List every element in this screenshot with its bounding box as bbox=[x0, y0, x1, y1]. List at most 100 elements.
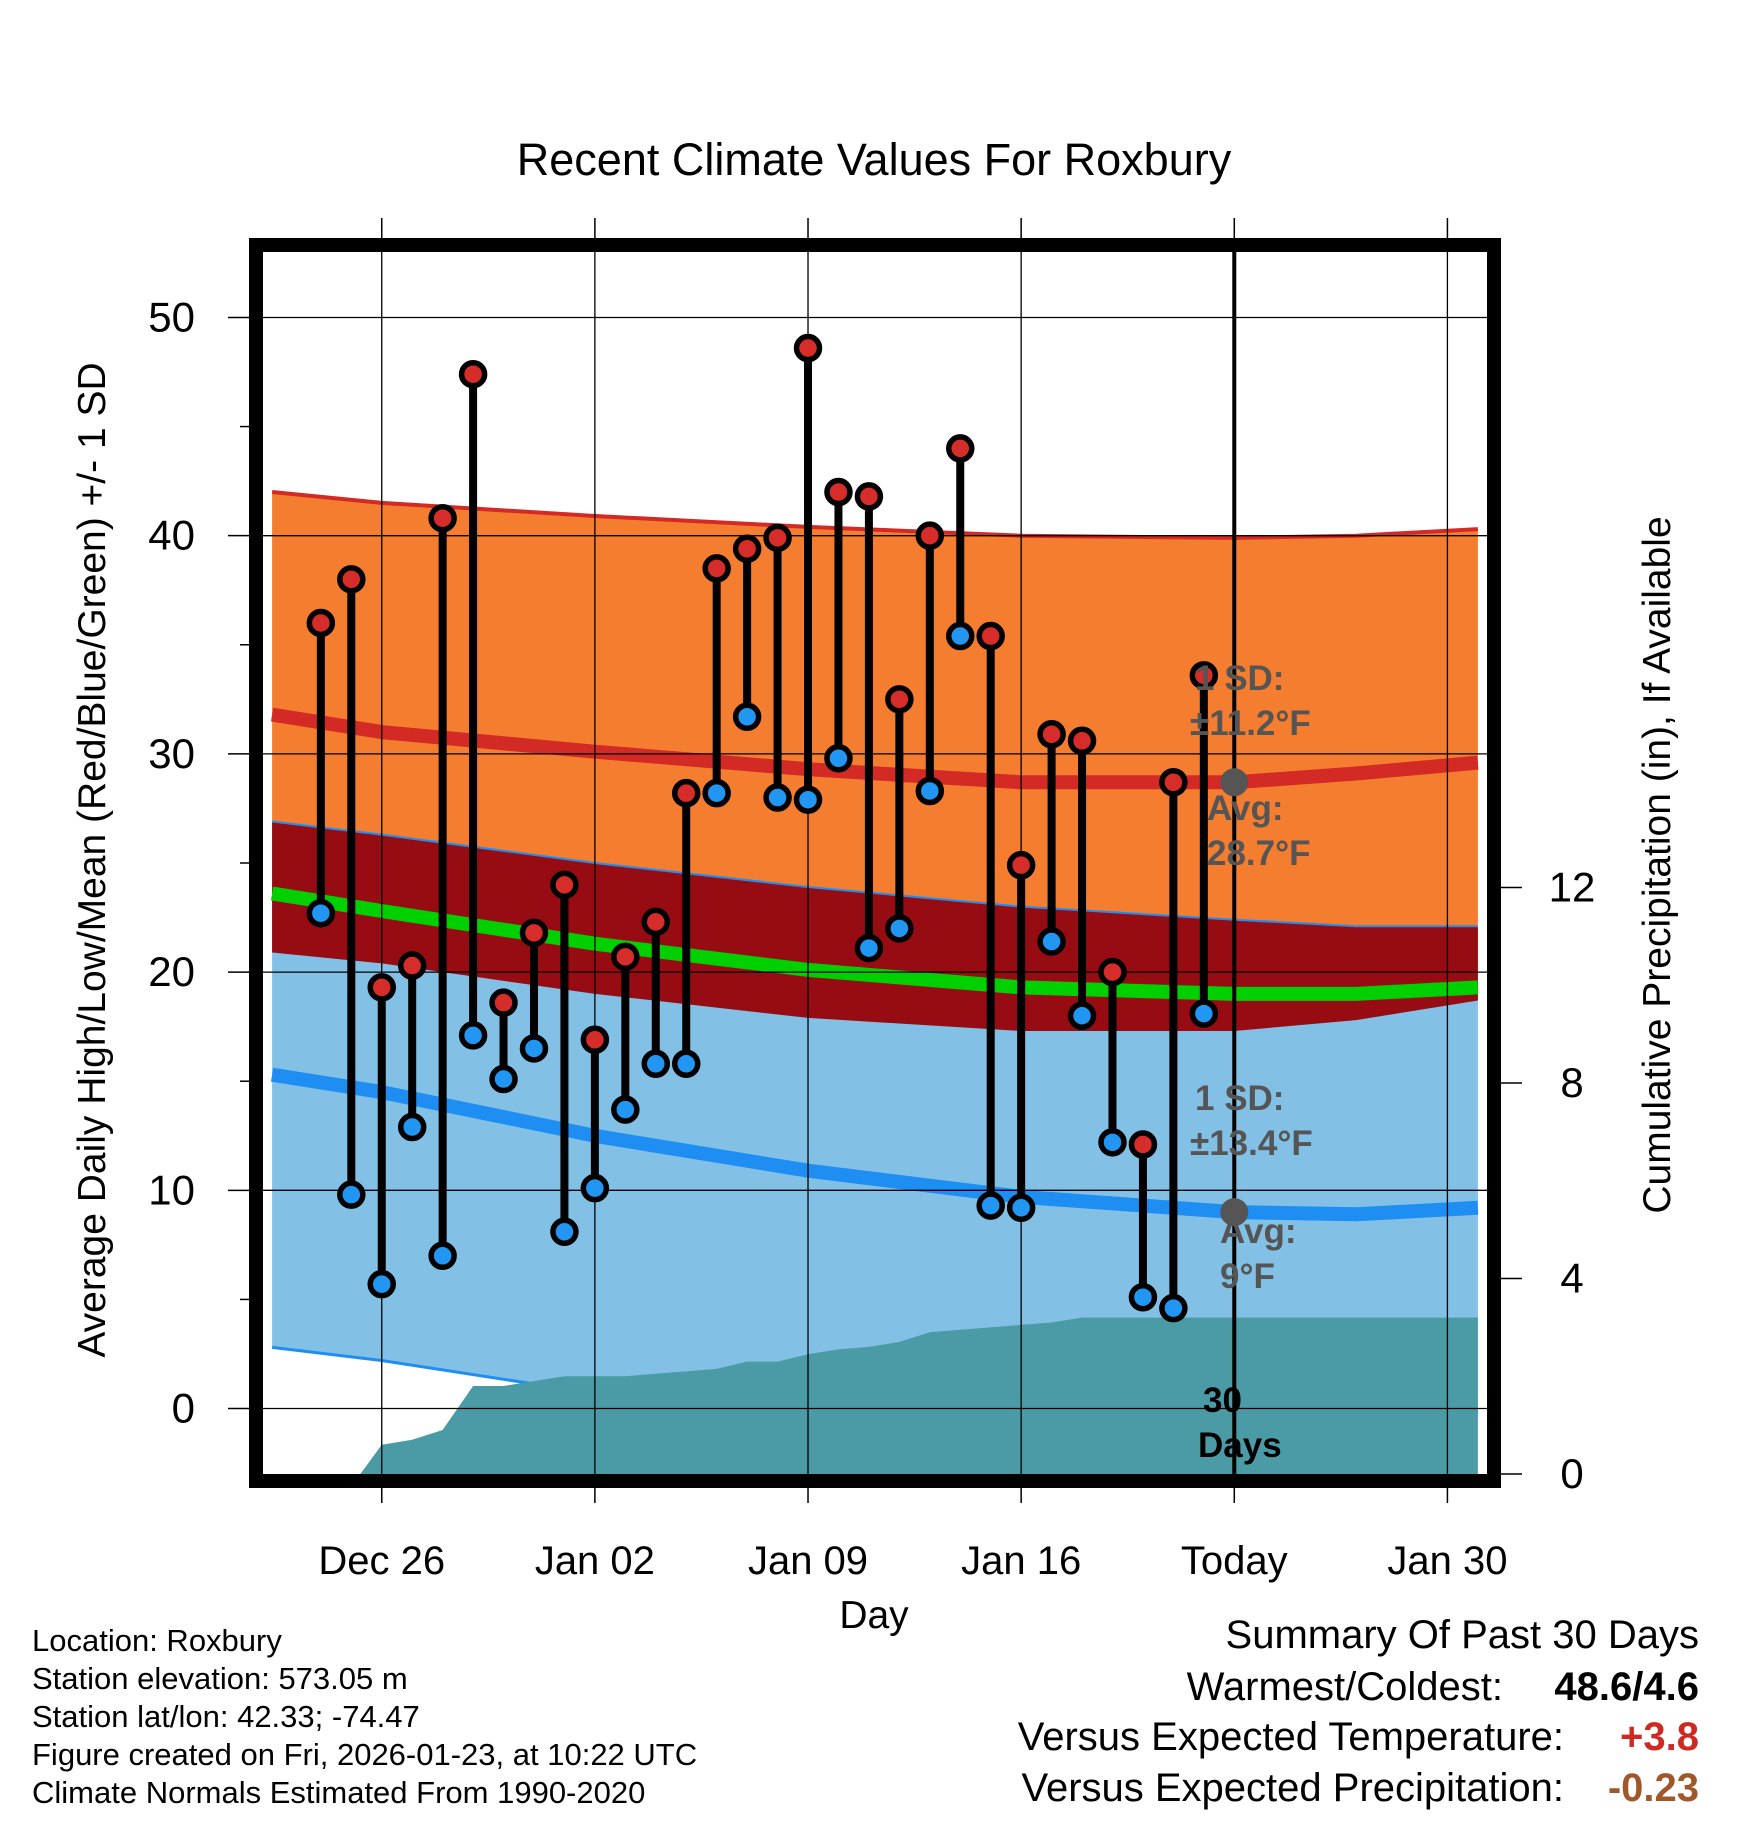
daily-high-point bbox=[1189, 661, 1219, 690]
daily-low-point bbox=[489, 1064, 518, 1094]
summary-temp-label: Versus Expected Temperature: bbox=[1017, 1715, 1564, 1759]
x-tick-label: Jan 02 bbox=[535, 1539, 655, 1583]
daily-high-point bbox=[397, 951, 427, 980]
x-tick-label: Dec 26 bbox=[318, 1539, 445, 1583]
y-tick-label: 40 bbox=[148, 512, 195, 559]
daily-low-point bbox=[763, 783, 792, 812]
daily-high-point bbox=[946, 434, 975, 463]
daily-high-point bbox=[1006, 850, 1036, 880]
y-tick-label: 20 bbox=[148, 948, 195, 995]
daily-low-point bbox=[732, 702, 762, 732]
y-tick-label: 10 bbox=[148, 1166, 195, 1213]
daily-low-point bbox=[1006, 1193, 1036, 1223]
daily-high-point bbox=[824, 477, 853, 507]
daily-high-point bbox=[428, 503, 457, 533]
daily-high-point bbox=[763, 523, 792, 553]
window-label: 30 Days bbox=[1198, 1381, 1282, 1465]
summary-warm-cold-value: 48.6/4.6 bbox=[1554, 1665, 1699, 1709]
daily-high-point bbox=[793, 333, 823, 363]
y-tick-label: 50 bbox=[148, 293, 195, 340]
daily-low-point bbox=[580, 1173, 610, 1203]
daily-high-point bbox=[550, 870, 579, 900]
x-tick-label: Today bbox=[1181, 1539, 1288, 1583]
daily-low-point bbox=[854, 933, 884, 963]
daily-low-point bbox=[397, 1112, 427, 1142]
average-markers bbox=[1220, 768, 1249, 1227]
today-high-avg-marker bbox=[1220, 768, 1249, 797]
daily-low-point bbox=[793, 785, 823, 814]
daily-low-point bbox=[611, 1095, 640, 1124]
footer-location: Location: Roxbury bbox=[32, 1623, 282, 1658]
chart-title: Recent Climate Values For Roxbury bbox=[517, 134, 1232, 185]
daily-high-point bbox=[915, 521, 945, 550]
footer-elevation: Station elevation: 573.05 m bbox=[32, 1661, 408, 1696]
y2-tick-label: 12 bbox=[1549, 863, 1596, 910]
cumulative-precip-area bbox=[360, 1317, 1478, 1474]
plot-frame bbox=[249, 238, 1501, 1488]
footer-created: Figure created on Fri, 2026-01-23, at 10… bbox=[32, 1737, 698, 1772]
x-tick-label: Jan 30 bbox=[1387, 1539, 1507, 1583]
daily-low-point bbox=[1159, 1293, 1188, 1323]
high-sd-value: ±11.2°F bbox=[1190, 704, 1311, 743]
summary-title: Summary Of Past 30 Days bbox=[1225, 1613, 1699, 1657]
low-avg-value: 9°F bbox=[1220, 1257, 1275, 1296]
daily-low-point bbox=[519, 1034, 549, 1063]
summary-precip-value: -0.23 bbox=[1607, 1766, 1699, 1810]
plot-area bbox=[263, 252, 1487, 1474]
normal-low-line bbox=[271, 1067, 1479, 1222]
high-avg-label: Avg: bbox=[1207, 789, 1283, 828]
footer-normals: Climate Normals Estimated From 1990-2020 bbox=[32, 1775, 646, 1810]
low-sd-value: ±13.4°F bbox=[1190, 1124, 1313, 1163]
daily-bars bbox=[306, 333, 1219, 1323]
y2-tick-label: 0 bbox=[1560, 1450, 1583, 1497]
daily-low-point bbox=[946, 621, 975, 651]
daily-high-point bbox=[580, 1025, 610, 1055]
daily-low-point bbox=[671, 1049, 701, 1079]
daily-high-point bbox=[976, 621, 1005, 651]
daily-high-point bbox=[489, 988, 518, 1017]
daily-low-point bbox=[428, 1241, 457, 1271]
daily-high-point bbox=[1037, 720, 1066, 749]
daily-high-point bbox=[1159, 768, 1188, 797]
daily-low-point bbox=[1189, 999, 1219, 1028]
y-tick-label: 0 bbox=[172, 1385, 195, 1432]
normal-mean-line bbox=[270, 886, 1479, 1001]
y2-tick-label: 8 bbox=[1560, 1059, 1583, 1106]
summary-warm-cold-label: Warmest/Coldest: bbox=[1186, 1665, 1503, 1709]
climate-chart: Recent Climate Values For Roxbury Averag… bbox=[71, 134, 1679, 1637]
daily-low-point bbox=[337, 1180, 366, 1209]
daily-low-point bbox=[641, 1049, 671, 1079]
low-avg-label: Avg: bbox=[1220, 1212, 1296, 1251]
x-tick-label: Jan 16 bbox=[961, 1539, 1081, 1583]
daily-high-point bbox=[367, 973, 396, 1002]
y-axis-label: Average Daily High/Low/Mean (Red/Blue/Gr… bbox=[71, 362, 114, 1357]
daily-high-point bbox=[854, 482, 884, 511]
y2-tick-label: 4 bbox=[1560, 1254, 1583, 1301]
daily-high-point bbox=[1128, 1130, 1158, 1159]
x-axis-label: Day bbox=[839, 1594, 909, 1637]
daily-low-point bbox=[824, 744, 853, 773]
daily-low-point bbox=[306, 898, 336, 928]
daily-high-point bbox=[641, 907, 671, 937]
daily-high-point bbox=[519, 918, 549, 948]
y-tick-label: 30 bbox=[148, 730, 195, 777]
daily-low-point bbox=[1067, 1001, 1097, 1030]
x-tick-label: Jan 09 bbox=[748, 1539, 868, 1583]
daily-low-point bbox=[367, 1269, 396, 1299]
y2-axis-label: Cumulative Precipitation (in), If Availa… bbox=[1636, 516, 1679, 1213]
daily-high-point bbox=[306, 608, 336, 638]
daily-high-point bbox=[702, 554, 731, 583]
high-sd-label: 1 SD: bbox=[1195, 659, 1284, 698]
daily-low-point bbox=[976, 1191, 1005, 1220]
daily-high-point bbox=[1067, 726, 1097, 756]
daily-low-point bbox=[1037, 927, 1066, 956]
daily-low-point bbox=[458, 1021, 488, 1050]
footer-latlon: Station lat/lon: 42.33; -74.47 bbox=[32, 1699, 420, 1734]
normal-high-line bbox=[270, 707, 1479, 790]
daily-high-point bbox=[671, 778, 701, 808]
daily-high-point bbox=[885, 685, 914, 714]
low-sd-label: 1 SD: bbox=[1195, 1079, 1284, 1118]
daily-low-point bbox=[915, 776, 945, 806]
daily-low-point bbox=[885, 914, 914, 943]
high-avg-value: 28.7°F bbox=[1207, 834, 1311, 873]
